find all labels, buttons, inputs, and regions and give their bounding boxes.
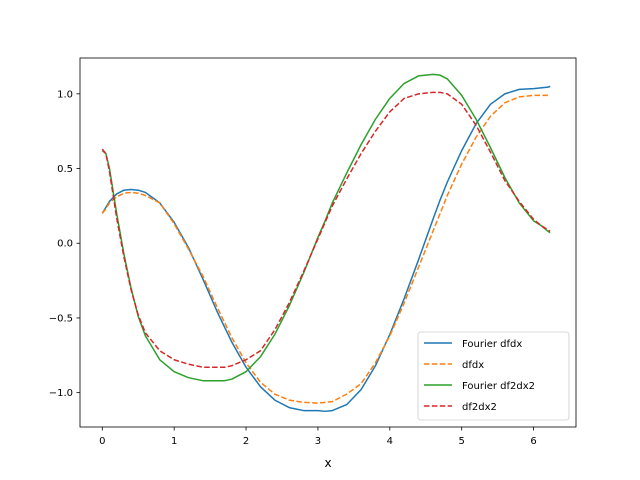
x-tick-label: 6 (530, 436, 536, 447)
x-tick-label: 0 (99, 436, 105, 447)
legend-box (417, 331, 570, 421)
x-axis-label: x (324, 456, 331, 470)
x-tick-label: 4 (387, 436, 393, 447)
x-tick-label: 3 (315, 436, 321, 447)
legend: Fourier dfdx dfdx Fourier df2dx2 df2dx2 (417, 331, 570, 421)
x-tick-label: 5 (459, 436, 465, 447)
plot-area (79, 57, 577, 428)
series-line-4 (101, 91, 551, 368)
series-line-1 (101, 85, 551, 413)
y-tick-label: 0.0 (57, 239, 73, 250)
y-axis: −1.0 −0.5 0.0 0.5 1.0 (49, 89, 80, 399)
legend-label: Fourier df2dx2 (462, 381, 535, 392)
legend-label: df2dx2 (462, 402, 497, 413)
y-tick-label: −1.0 (49, 388, 73, 399)
y-tick-label: −0.5 (49, 313, 73, 324)
y-tick-label: 0.5 (57, 164, 73, 175)
x-axis: 0 1 2 3 4 5 6 (99, 427, 537, 447)
series-line-3 (101, 73, 551, 382)
x-tick-label: 1 (171, 436, 177, 447)
legend-label: dfdx (462, 360, 484, 371)
y-tick-label: 1.0 (57, 89, 73, 100)
legend-label: Fourier dfdx (462, 339, 522, 350)
x-tick-label: 2 (243, 436, 249, 447)
axes-frame (79, 57, 577, 428)
series-layer (101, 73, 551, 413)
